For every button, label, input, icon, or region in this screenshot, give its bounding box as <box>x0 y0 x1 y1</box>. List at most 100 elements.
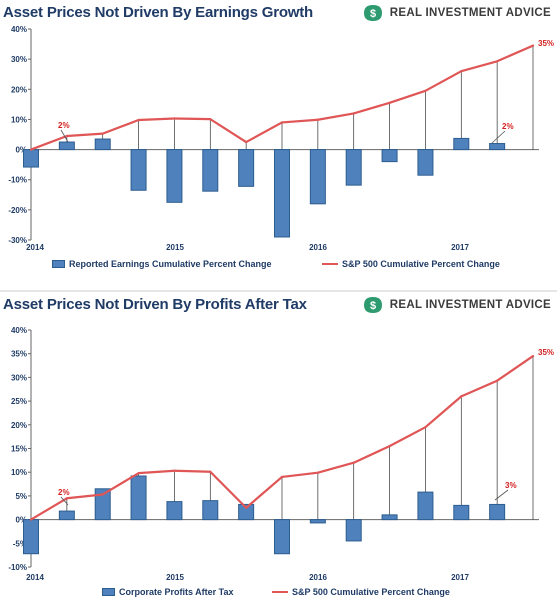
y-tick-label: -30% <box>8 236 27 245</box>
y-tick-label: -10% <box>8 176 27 185</box>
y-tick-label: 10% <box>11 468 27 477</box>
sp500-line-segment <box>101 118 140 135</box>
panel-separator <box>0 289 557 292</box>
bar <box>130 149 147 191</box>
bar <box>453 504 470 521</box>
bar <box>453 137 470 151</box>
y-tick-label: 10% <box>11 115 27 124</box>
y-tick-label: 5% <box>15 492 27 501</box>
dollar-leaf-icon: $ <box>363 297 382 313</box>
bar <box>23 149 39 168</box>
chart-title: Asset Prices Not Driven By Profits After… <box>3 296 307 313</box>
sp500-line-segment <box>316 461 355 474</box>
annotation-label: 2% <box>58 121 70 130</box>
sp500-line-segment <box>29 134 68 151</box>
bar <box>274 149 290 238</box>
sp500-line-segment <box>460 60 499 73</box>
sp500-line-segment <box>352 101 391 115</box>
bar <box>202 500 219 521</box>
sp500-line-segment <box>280 471 319 479</box>
legend-label: S&P 500 Cumulative Percent Change <box>342 259 500 269</box>
legend-item-sp500: S&P 500 Cumulative Percent Change <box>322 259 500 269</box>
sp500-line-segment <box>29 497 68 521</box>
profits-chart: 40% 35% 30% 25% 20% 15% 10% 5% 0% -5% -10%2014 2015… <box>8 326 554 582</box>
sp500-line-segment <box>388 426 427 448</box>
legend-item-earnings: Reported Earnings Cumulative Percent Cha… <box>52 259 272 269</box>
y-tick-label: 20% <box>11 85 27 94</box>
sp500-line-segment <box>245 475 284 509</box>
legend-label: Corporate Profits After Tax <box>119 587 234 597</box>
annotation-leader <box>491 130 506 144</box>
x-tick-label: 2014 <box>26 573 44 582</box>
y-tick-label: 20% <box>11 421 27 430</box>
annotation-leader <box>60 129 69 143</box>
bar <box>94 138 111 151</box>
sp500-line-segment <box>65 132 104 138</box>
annotation-label: 3% <box>505 481 517 490</box>
earnings-chart: 40% 30% 20% 10% 0% -10% -20% -30%2014 2015 2016 20… <box>8 25 554 252</box>
legend-item-sp500: S&P 500 Cumulative Percent Change <box>272 587 450 597</box>
svg-text:$: $ <box>370 300 376 312</box>
x-tick-label: 2015 <box>166 243 184 252</box>
bar <box>417 149 434 176</box>
bar <box>345 519 362 542</box>
chart-title: Asset Prices Not Driven By Earnings Grow… <box>3 4 314 21</box>
y-tick-label: 0% <box>15 146 27 155</box>
annotation-label: 35% <box>538 39 554 48</box>
sp500-line-segment <box>316 112 355 121</box>
bar <box>58 141 75 151</box>
annotation-label: 2% <box>58 488 70 497</box>
legend-label: Reported Earnings Cumulative Percent Cha… <box>69 259 272 269</box>
sp500-line-segment <box>352 445 391 464</box>
y-tick-label: 0% <box>15 516 27 525</box>
brand-logo: $ REAL INVESTMENT ADVICE <box>362 2 551 24</box>
sp500-line-segment <box>280 118 319 124</box>
legend-swatch-line <box>272 591 288 593</box>
annotation-label: 2% <box>502 122 514 131</box>
sp500-line-segment <box>496 354 535 382</box>
annotation-label: 35% <box>538 348 554 357</box>
sp500-line-segment <box>65 493 104 500</box>
sp500-line-segment <box>137 117 176 122</box>
brand-name: REAL INVESTMENT ADVICE <box>389 299 551 311</box>
y-tick-label: -20% <box>8 206 27 215</box>
chart-legend: Corporate Profits After Tax S&P 500 Cumu… <box>0 587 557 603</box>
dollar-leaf-icon: $ <box>363 5 382 21</box>
y-tick-label: -10% <box>8 563 27 572</box>
y-tick-label: 15% <box>11 445 27 454</box>
annotation-leader <box>60 496 69 506</box>
sp500-line-segment <box>137 469 176 475</box>
sp500-line-segment <box>209 470 248 509</box>
x-tick-label: 2017 <box>451 573 469 582</box>
y-tick-label: 25% <box>11 397 27 406</box>
x-tick-label: 2014 <box>26 243 44 252</box>
sp500-line-segment <box>173 117 212 121</box>
x-tick-label: 2017 <box>451 243 469 252</box>
bar <box>489 143 506 151</box>
legend-swatch-bar <box>102 588 115 596</box>
earnings-chart-panel: Asset Prices Not Driven By Earnings Grow… <box>0 0 557 290</box>
legend-item-profits: Corporate Profits After Tax <box>102 587 234 597</box>
bar <box>166 149 183 203</box>
bar <box>417 491 434 521</box>
x-tick-label: 2016 <box>309 573 327 582</box>
brand-name: REAL INVESTMENT ADVICE <box>389 7 551 19</box>
legend-label: S&P 500 Cumulative Percent Change <box>292 587 450 597</box>
profits-chart-panel: Asset Prices Not Driven By Profits After… <box>0 292 557 605</box>
bar <box>381 149 398 163</box>
bar <box>309 519 326 524</box>
legend-swatch-line <box>322 263 338 265</box>
y-tick-label: 35% <box>11 350 27 359</box>
bar <box>94 488 111 521</box>
sp500-line-segment <box>424 395 463 429</box>
sp500-line-segment <box>173 469 212 473</box>
sp500-line-segment <box>101 472 140 496</box>
annotation-leader <box>494 489 509 501</box>
bar <box>23 519 39 555</box>
x-tick-label: 2016 <box>309 243 327 252</box>
y-tick-label: 30% <box>11 373 27 382</box>
bar <box>238 149 255 187</box>
sp500-line-segment <box>209 118 248 144</box>
bar <box>58 510 75 521</box>
bar <box>166 501 183 521</box>
